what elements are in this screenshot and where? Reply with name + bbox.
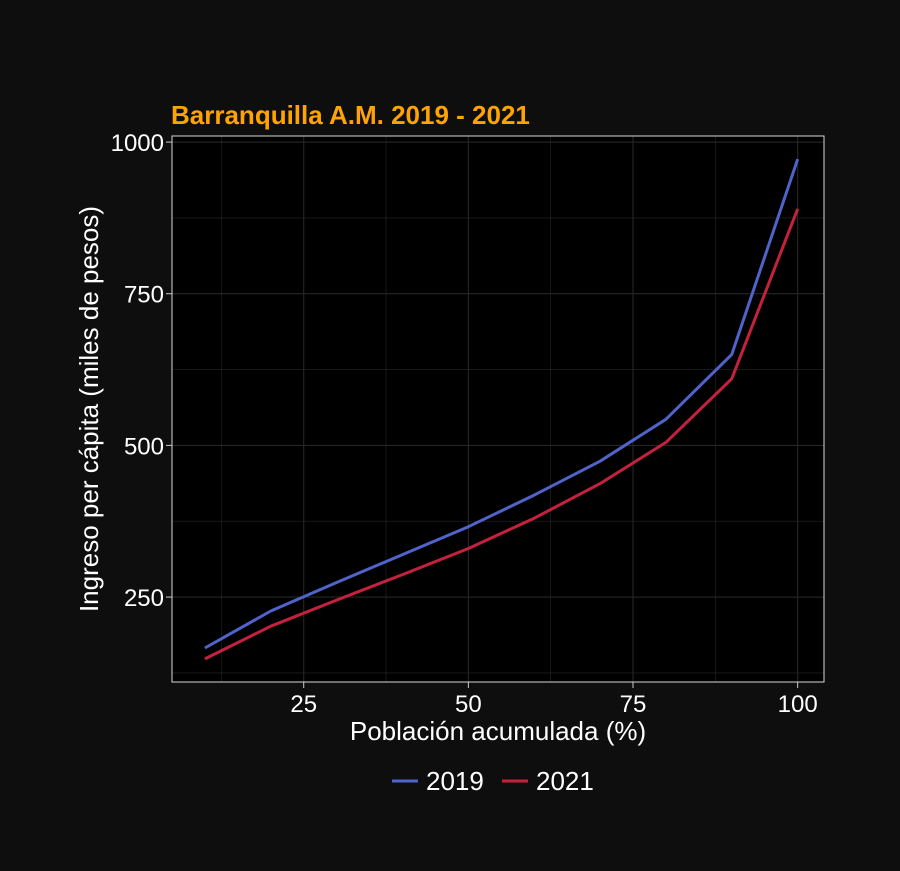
y-tick-label: 750 xyxy=(124,282,164,309)
y-tick-label: 250 xyxy=(124,585,164,612)
x-tick-label: 25 xyxy=(290,691,317,718)
y-tick-label: 500 xyxy=(124,433,164,460)
x-tick-label: 75 xyxy=(620,691,647,718)
legend-label-2019: 2019 xyxy=(426,766,484,796)
series-lines xyxy=(204,158,800,661)
x-axis-title: Población acumulada (%) xyxy=(350,716,646,746)
y-tick-label: 1000 xyxy=(111,130,164,157)
plot-panel-border xyxy=(171,135,825,683)
y-axis-title: Ingreso per cápita (miles de pesos) xyxy=(74,206,104,612)
legend-label-2021: 2021 xyxy=(536,766,594,796)
axis-ticks: 25 50 75 100 250 500 750 1000 xyxy=(111,130,818,718)
x-tick-label: 100 xyxy=(778,691,818,718)
x-tick-label: 50 xyxy=(455,691,482,718)
chart-title: Barranquilla A.M. 2019 - 2021 xyxy=(171,100,530,130)
grid-lines xyxy=(172,136,824,682)
legend: 2019 2021 xyxy=(392,766,594,796)
series-line-2021 xyxy=(204,208,800,661)
series-line-2019 xyxy=(204,158,800,650)
